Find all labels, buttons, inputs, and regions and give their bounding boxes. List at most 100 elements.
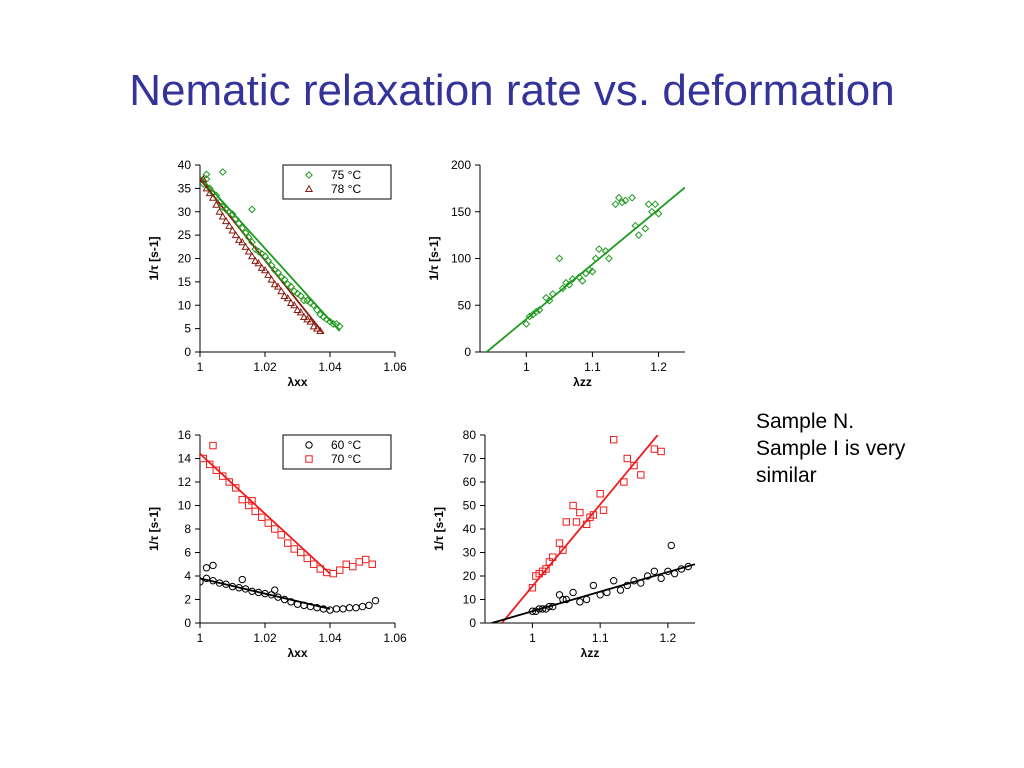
data-point (238, 575, 246, 584)
data-point (283, 280, 292, 289)
data-point (221, 216, 231, 225)
data-point (654, 209, 663, 218)
data-point (248, 238, 256, 247)
data-point (222, 580, 230, 588)
x-tick-label: 1 (197, 360, 204, 374)
chart-panel-2: 0 50 100 150 200 1 1.1 1.2 λzz 1/τ [s-1] (427, 158, 685, 389)
data-point (555, 591, 564, 599)
data-point (532, 307, 541, 316)
y-tick-label: 40 (178, 158, 192, 172)
data-point (664, 567, 672, 576)
data-point (555, 254, 564, 263)
data-point (582, 595, 591, 604)
data-point (267, 275, 276, 283)
data-point (208, 193, 218, 201)
y-tick-label: 0 (464, 345, 471, 359)
data-point (335, 322, 344, 331)
y-tick-label: 70 (463, 452, 477, 466)
data-point (306, 299, 315, 307)
data-point (316, 310, 325, 319)
data-point (296, 308, 305, 316)
data-point (215, 207, 224, 215)
data-point (251, 507, 259, 516)
data-point (368, 560, 376, 568)
data-point (332, 320, 341, 328)
data-point (287, 282, 295, 291)
data-point (591, 254, 600, 263)
y-tick-label: 2 (184, 593, 191, 607)
data-point (582, 520, 591, 528)
data-point (634, 231, 643, 240)
data-point (309, 322, 318, 330)
data-point (312, 324, 322, 332)
y-axis-label: 1/τ [s-1] (147, 507, 161, 551)
data-point (293, 305, 302, 313)
plot-area (200, 441, 380, 614)
data-point (212, 466, 220, 474)
y-tick-label: 30 (178, 205, 192, 219)
x-tick-label: 1.04 (318, 631, 342, 645)
data-point (209, 441, 217, 450)
data-point (610, 436, 618, 444)
x-tick-label: 1.02 (253, 360, 277, 374)
data-point (254, 247, 263, 256)
x-tick-label: 1 (529, 631, 536, 645)
data-point (267, 261, 276, 270)
data-point (241, 228, 250, 237)
data-point (209, 577, 217, 585)
data-point (286, 298, 296, 306)
data-point (280, 275, 289, 284)
data-point (202, 564, 211, 572)
data-point (215, 198, 224, 207)
y-tick-label: 15 (178, 275, 192, 289)
data-point (258, 513, 266, 521)
data-point (206, 460, 214, 469)
data-point (228, 226, 237, 234)
data-point (235, 219, 243, 228)
y-tick-label: 30 (463, 546, 477, 560)
data-point (238, 224, 247, 233)
data-point (241, 242, 250, 250)
data-point (355, 558, 363, 566)
side-note-line: Sample I is very (756, 437, 906, 460)
data-point (231, 230, 240, 239)
data-point (631, 221, 640, 230)
data-point (293, 289, 302, 298)
data-point (549, 602, 557, 611)
y-tick-label: 35 (178, 181, 192, 195)
data-point (342, 560, 350, 568)
data-point (352, 604, 360, 612)
data-point (273, 282, 283, 290)
side-note: Sample N. Sample I is very similar (756, 408, 986, 489)
data-point (326, 317, 334, 326)
data-point (538, 605, 547, 613)
data-point (611, 200, 620, 209)
y-tick-label: 0 (469, 616, 476, 630)
y-tick-label: 10 (178, 499, 192, 513)
data-point (559, 595, 567, 604)
data-point (257, 263, 266, 271)
x-axis-label: λxx (287, 375, 307, 389)
data-point (614, 193, 623, 202)
data-point (251, 245, 260, 254)
data-point (322, 315, 331, 324)
data-point (616, 586, 625, 594)
x-tick-label: 1.1 (584, 360, 601, 374)
data-point (568, 275, 577, 283)
y-tick-label: 0 (184, 345, 191, 359)
data-point (303, 315, 312, 323)
data-point (299, 312, 309, 320)
y-tick-label: 20 (463, 569, 477, 583)
data-point (274, 268, 282, 277)
data-point (241, 585, 250, 593)
data-point (264, 270, 273, 278)
data-point (588, 267, 597, 276)
data-point (287, 598, 295, 606)
data-point (623, 581, 631, 590)
data-point (595, 245, 603, 254)
y-tick-label: 50 (463, 499, 477, 513)
data-point (257, 249, 266, 258)
data-point (565, 280, 574, 289)
data-point (371, 596, 380, 605)
y-tick-label: 5 (184, 322, 191, 336)
